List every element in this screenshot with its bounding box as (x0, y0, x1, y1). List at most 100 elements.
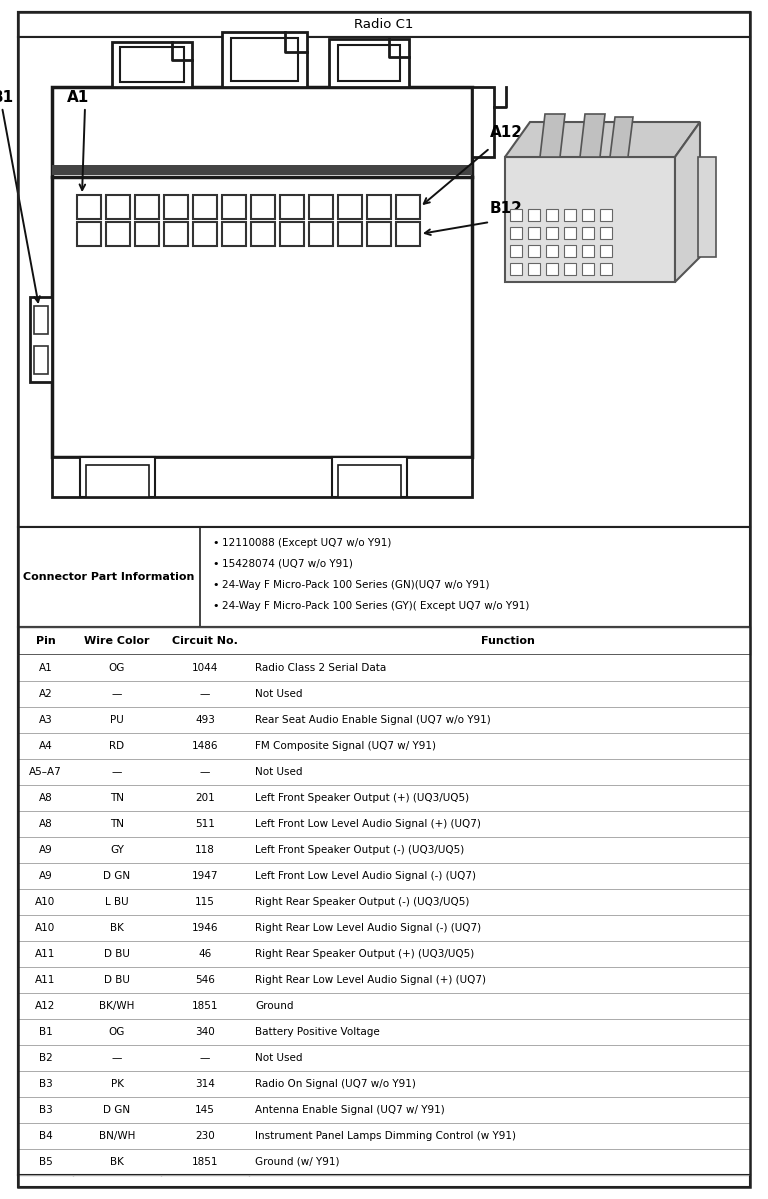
Text: Function: Function (481, 635, 535, 646)
Bar (546, 245, 558, 257)
Text: 118: 118 (195, 845, 215, 855)
Bar (112, 42, 192, 88)
Text: —: — (200, 1053, 210, 1064)
Bar (222, 32, 307, 88)
Text: D GN: D GN (104, 1105, 131, 1115)
Bar (86, 465, 149, 498)
Text: A12: A12 (35, 1001, 56, 1011)
Bar (18, 1097, 750, 1123)
Text: 46: 46 (198, 948, 212, 959)
Text: •: • (212, 601, 219, 611)
Text: 115: 115 (195, 897, 215, 906)
Bar (18, 968, 750, 993)
Text: Right Rear Low Level Audio Signal (+) (UQ7): Right Rear Low Level Audio Signal (+) (U… (255, 975, 486, 986)
Text: B12: B12 (490, 201, 523, 216)
Text: 230: 230 (195, 1131, 215, 1141)
Text: Left Front Speaker Output (+) (UQ3/UQ5): Left Front Speaker Output (+) (UQ3/UQ5) (255, 793, 469, 803)
Text: Wire Color: Wire Color (84, 635, 150, 646)
Text: 15428074 (UQ7 w/o Y91): 15428074 (UQ7 w/o Y91) (222, 559, 353, 570)
Text: 1946: 1946 (192, 923, 218, 933)
Bar (396, 195, 420, 219)
Bar (77, 222, 101, 246)
Text: Instrument Panel Lamps Dimming Control (w Y91): Instrument Panel Lamps Dimming Control (… (255, 1131, 516, 1141)
Text: B2: B2 (38, 1053, 52, 1064)
Bar (52, 165, 472, 175)
Bar (251, 222, 275, 246)
Polygon shape (610, 118, 633, 157)
Bar (546, 263, 558, 275)
Bar (18, 785, 750, 811)
Text: Connector Part Information: Connector Part Information (23, 572, 194, 582)
Text: A11: A11 (35, 948, 56, 959)
Bar (80, 457, 155, 498)
Bar (510, 263, 522, 275)
Text: Radio Class 2 Serial Data: Radio Class 2 Serial Data (255, 663, 386, 673)
Text: Rear Seat Audio Enable Signal (UQ7 w/o Y91): Rear Seat Audio Enable Signal (UQ7 w/o Y… (255, 715, 491, 725)
Bar (251, 195, 275, 219)
Text: D BU: D BU (104, 948, 130, 959)
Text: OG: OG (109, 1028, 125, 1037)
Text: OG: OG (109, 663, 125, 673)
Bar (18, 655, 750, 681)
Text: 314: 314 (195, 1079, 215, 1089)
Text: Battery Positive Voltage: Battery Positive Voltage (255, 1028, 379, 1037)
Text: A9: A9 (38, 870, 52, 881)
Bar (18, 1019, 750, 1046)
Text: A5–A7: A5–A7 (29, 767, 62, 777)
Text: Not Used: Not Used (255, 689, 303, 699)
Text: B4: B4 (38, 1131, 52, 1141)
Bar (564, 263, 576, 275)
Bar (564, 245, 576, 257)
Text: A3: A3 (38, 715, 52, 725)
Bar (505, 157, 675, 282)
Text: FM Composite Signal (UQ7 w/ Y91): FM Composite Signal (UQ7 w/ Y91) (255, 741, 436, 751)
Text: A10: A10 (35, 923, 55, 933)
Text: BK: BK (110, 923, 124, 933)
Bar (18, 811, 750, 837)
Text: 1486: 1486 (192, 741, 218, 751)
Bar (164, 195, 188, 219)
Bar (18, 627, 750, 1175)
Text: PK: PK (111, 1079, 124, 1089)
Bar (510, 245, 522, 257)
Text: Left Front Low Level Audio Signal (-) (UQ7): Left Front Low Level Audio Signal (-) (U… (255, 870, 476, 881)
Polygon shape (580, 114, 605, 157)
Text: 24-Way F Micro-Pack 100 Series (GN)(UQ7 w/o Y91): 24-Way F Micro-Pack 100 Series (GN)(UQ7 … (222, 580, 489, 590)
Text: Right Rear Speaker Output (+) (UQ3/UQ5): Right Rear Speaker Output (+) (UQ3/UQ5) (255, 948, 475, 959)
Text: Left Front Low Level Audio Signal (+) (UQ7): Left Front Low Level Audio Signal (+) (U… (255, 819, 481, 829)
Bar (77, 195, 101, 219)
Bar (564, 227, 576, 239)
Bar (52, 88, 472, 457)
Bar (309, 222, 333, 246)
Bar (193, 222, 217, 246)
Bar (309, 195, 333, 219)
Bar (18, 759, 750, 785)
Bar (18, 888, 750, 915)
Text: Ground (w/ Y91): Ground (w/ Y91) (255, 1157, 339, 1167)
Text: A9: A9 (38, 845, 52, 855)
Bar (280, 195, 304, 219)
Bar (280, 222, 304, 246)
Bar (600, 227, 612, 239)
Bar (18, 733, 750, 759)
Polygon shape (675, 122, 700, 282)
Text: TN: TN (110, 793, 124, 803)
Text: Ground: Ground (255, 1001, 293, 1011)
Text: 145: 145 (195, 1105, 215, 1115)
Text: L BU: L BU (105, 897, 129, 906)
Text: —: — (200, 767, 210, 777)
Bar (52, 457, 472, 498)
Text: RD: RD (109, 741, 124, 751)
Text: A4: A4 (38, 741, 52, 751)
Bar (120, 47, 184, 82)
Text: Right Rear Low Level Audio Signal (-) (UQ7): Right Rear Low Level Audio Signal (-) (U… (255, 923, 481, 933)
Bar (135, 222, 159, 246)
Bar (18, 37, 750, 528)
Text: Antenna Enable Signal (UQ7 w/ Y91): Antenna Enable Signal (UQ7 w/ Y91) (255, 1105, 445, 1115)
Text: 1851: 1851 (192, 1157, 218, 1167)
Bar (135, 195, 159, 219)
Text: B1: B1 (38, 1028, 52, 1037)
Text: 24-Way F Micro-Pack 100 Series (GY)( Except UQ7 w/o Y91): 24-Way F Micro-Pack 100 Series (GY)( Exc… (222, 601, 529, 611)
Text: A1: A1 (67, 90, 89, 106)
Bar (546, 209, 558, 221)
